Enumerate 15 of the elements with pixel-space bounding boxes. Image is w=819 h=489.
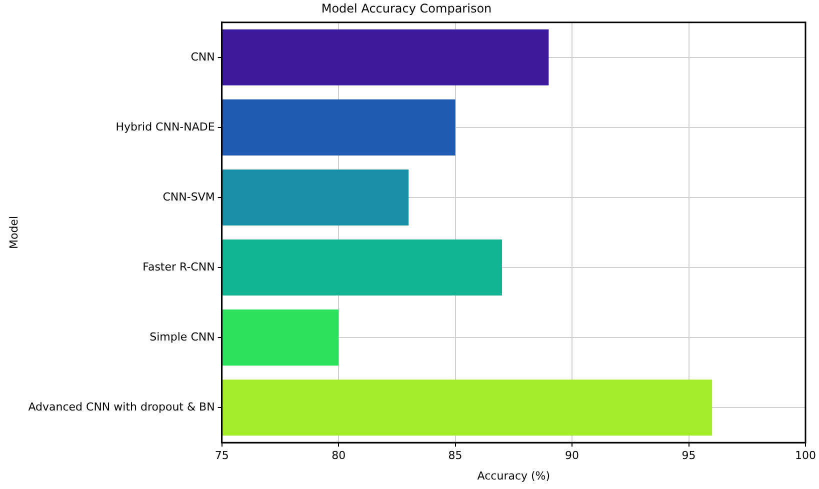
x-tick-label: 85 — [448, 449, 462, 462]
y-tick-label: CNN-SVM — [162, 190, 215, 204]
x-tick-label: 80 — [332, 449, 346, 462]
x-axis-title: Accuracy (%) — [477, 469, 550, 482]
x-tick-label: 90 — [565, 449, 580, 462]
x-tick-label: 100 — [795, 449, 816, 462]
y-tick-label: Hybrid CNN-NADE — [116, 120, 215, 134]
y-tick-label: CNN — [190, 50, 215, 64]
x-tick-label: 95 — [682, 449, 696, 462]
chart-title: Model Accuracy Comparison — [321, 1, 492, 16]
y-tick-label: Advanced CNN with dropout & BN — [28, 400, 215, 414]
y-tick-label: Faster R-CNN — [142, 260, 215, 274]
y-axis-title: Model — [7, 216, 20, 250]
y-tick-label: Simple CNN — [150, 330, 215, 344]
x-tick-label: 75 — [214, 449, 229, 462]
